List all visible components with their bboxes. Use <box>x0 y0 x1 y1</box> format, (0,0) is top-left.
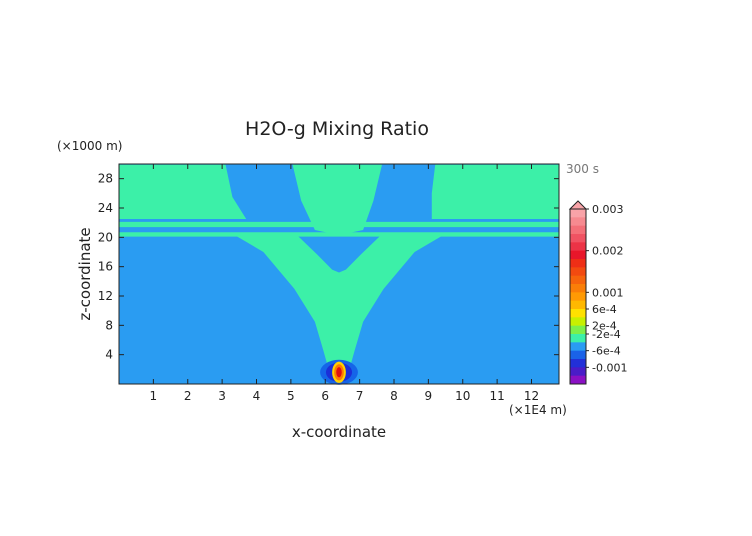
x-tick-label: 12 <box>524 389 539 403</box>
colorbar-swatch <box>570 234 586 243</box>
y-tick-label: 8 <box>105 318 113 332</box>
colorbar-label: -0.001 <box>592 361 627 374</box>
colorbar-label: 2e-4 <box>592 320 617 333</box>
region-plume <box>232 233 446 364</box>
y-axis-label: z-coordinate <box>76 227 94 320</box>
y-unit-label: (×1000 m) <box>57 139 122 153</box>
anomaly-level-4 <box>336 367 342 378</box>
colorbar-swatch <box>570 317 586 327</box>
colorbar-swatch <box>570 284 586 293</box>
x-tick-label: 7 <box>356 389 364 403</box>
x-tick-label: 11 <box>489 389 504 403</box>
colorbar-label: -6e-4 <box>592 345 621 358</box>
plot-area <box>119 164 559 385</box>
colorbar-label: 0.003 <box>592 203 624 216</box>
region-upper-center-layer <box>292 164 382 236</box>
colorbar-swatch <box>570 367 586 377</box>
y-tick-label: 4 <box>105 348 113 362</box>
colorbar-swatch <box>570 325 586 335</box>
colorbar-swatch <box>570 267 586 277</box>
plot-frame <box>118 163 560 385</box>
colorbar-swatch <box>570 242 586 252</box>
colorbar-swatch <box>570 209 586 218</box>
colorbar-swatch <box>570 275 586 285</box>
y-tick-label: 24 <box>98 201 113 215</box>
x-tick-label: 4 <box>253 389 261 403</box>
colorbar-label: -2e-4 <box>592 328 621 341</box>
x-tick-label: 6 <box>321 389 329 403</box>
colorbar-swatch <box>570 375 586 385</box>
colorbar-arrow <box>568 200 588 210</box>
colorbar-swatch <box>570 217 586 227</box>
region-band-21-5 <box>119 221 559 228</box>
x-tick-label: 8 <box>390 389 398 403</box>
colorbar-label: 6e-4 <box>592 303 617 316</box>
chart-title: H2O-g Mixing Ratio <box>245 118 429 140</box>
time-label: 300 s <box>566 162 599 176</box>
colorbar-swatch <box>570 292 586 302</box>
y-tick-label: 12 <box>98 289 113 303</box>
x-tick-label: 10 <box>455 389 470 403</box>
colorbar-label: 0.001 <box>592 286 624 299</box>
colorbar-swatch <box>570 309 586 318</box>
x-tick-label: 2 <box>184 389 192 403</box>
colorbar-swatch <box>570 300 586 310</box>
region-band-20-2 <box>119 232 559 237</box>
x-axis-label: x-coordinate <box>292 423 386 441</box>
colorbar-swatch <box>570 259 586 268</box>
x-tick-label: 9 <box>425 389 433 403</box>
colorbar-swatch <box>570 359 586 368</box>
colorbar-swatch <box>570 350 586 360</box>
colorbar: 0.003 0.002 0.001 6e-4 2e-4-2e-4 -6e-4 -0.001 <box>568 200 627 385</box>
colorbar-swatch <box>570 334 586 343</box>
region-upper-right-layer <box>431 164 559 219</box>
region-upper-left-layer <box>119 164 247 219</box>
colorbar-label: 0.002 <box>592 245 624 258</box>
colorbar-swatch <box>570 225 586 235</box>
y-tick-label: 16 <box>98 260 113 274</box>
x-tick-label: 3 <box>218 389 226 403</box>
y-tick-label: 28 <box>98 172 113 186</box>
x-tick-label: 1 <box>150 389 158 403</box>
x-unit-label: (×1E4 m) <box>509 403 567 417</box>
x-tick-label: 5 <box>287 389 295 403</box>
colorbar-swatch <box>570 250 586 260</box>
colorbar-swatch <box>570 342 586 352</box>
y-tick-label: 20 <box>98 230 113 244</box>
